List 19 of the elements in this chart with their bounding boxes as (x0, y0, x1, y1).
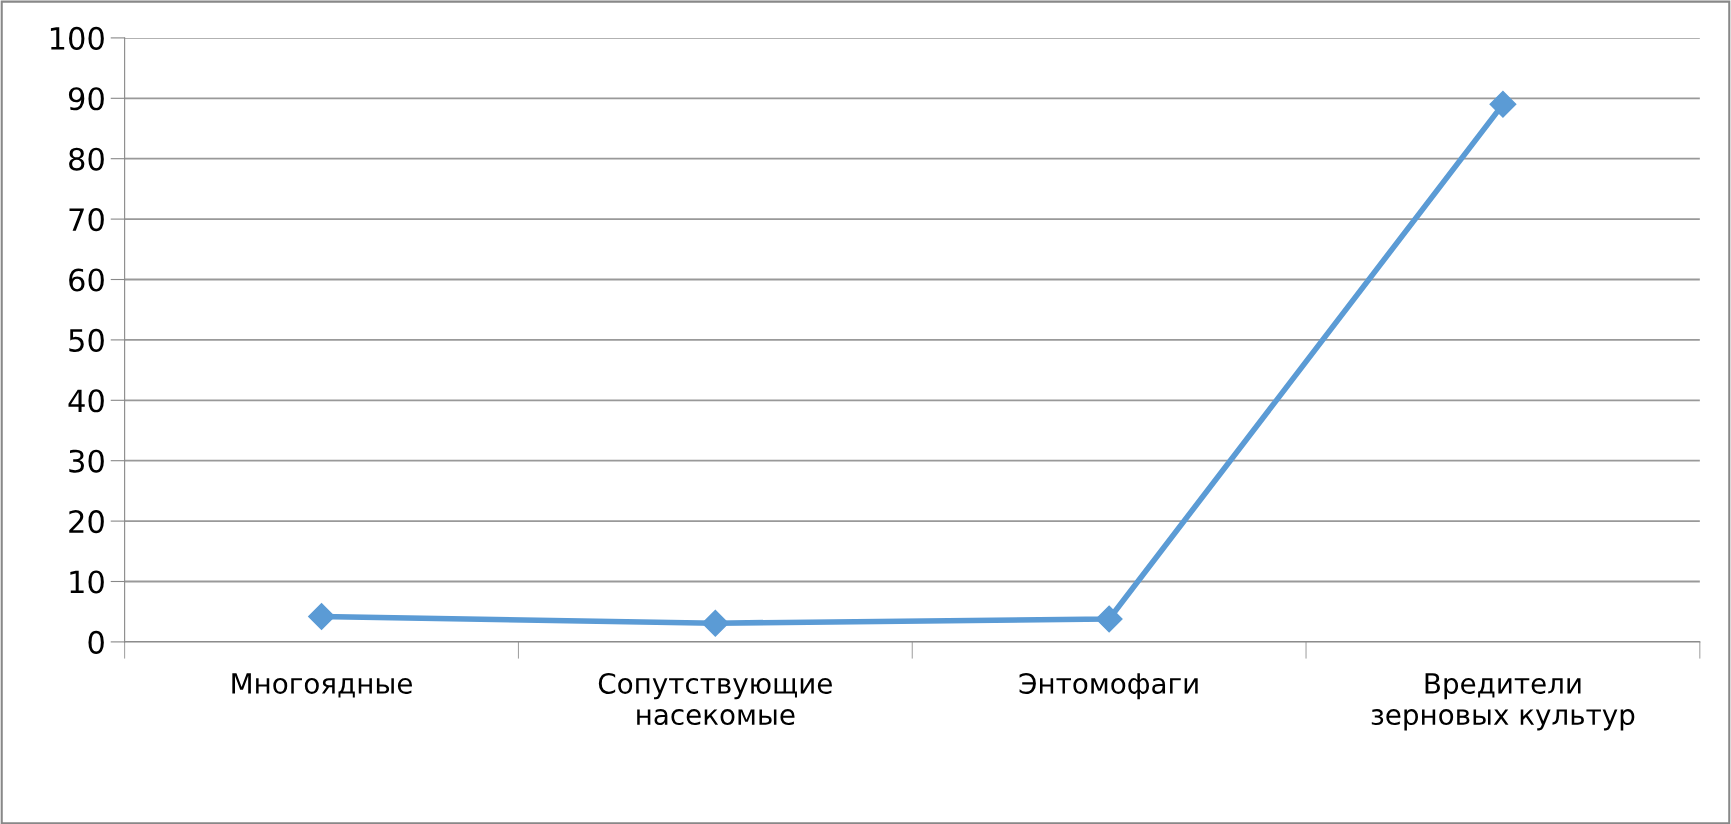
y-tick-label: 80 (69, 147, 104, 171)
y-tick-label: 100 (50, 26, 104, 50)
y-tick-label: 50 (69, 328, 104, 352)
x-tick-label: Энтомофаги (1019, 672, 1198, 700)
y-tick-label: 70 (69, 208, 104, 232)
y-tick-label: 10 (70, 570, 104, 594)
point (701, 609, 729, 637)
point (308, 603, 335, 630)
y-tick-label: 20 (69, 510, 104, 534)
y-tick-label: 60 (69, 268, 104, 292)
y-tick-label: 40 (68, 389, 104, 413)
x-tick-label: Многоядные (232, 673, 412, 698)
y-tick-label: 30 (69, 449, 104, 473)
x-tick-label: Сопутствующие насекомые (598, 672, 832, 726)
x-tick-label: Вредители зерновых культур (1371, 673, 1635, 731)
y-tick-label: 90 (68, 87, 104, 111)
point (1095, 605, 1123, 633)
y-tick-label: 0 (88, 630, 104, 654)
point (1489, 90, 1517, 118)
